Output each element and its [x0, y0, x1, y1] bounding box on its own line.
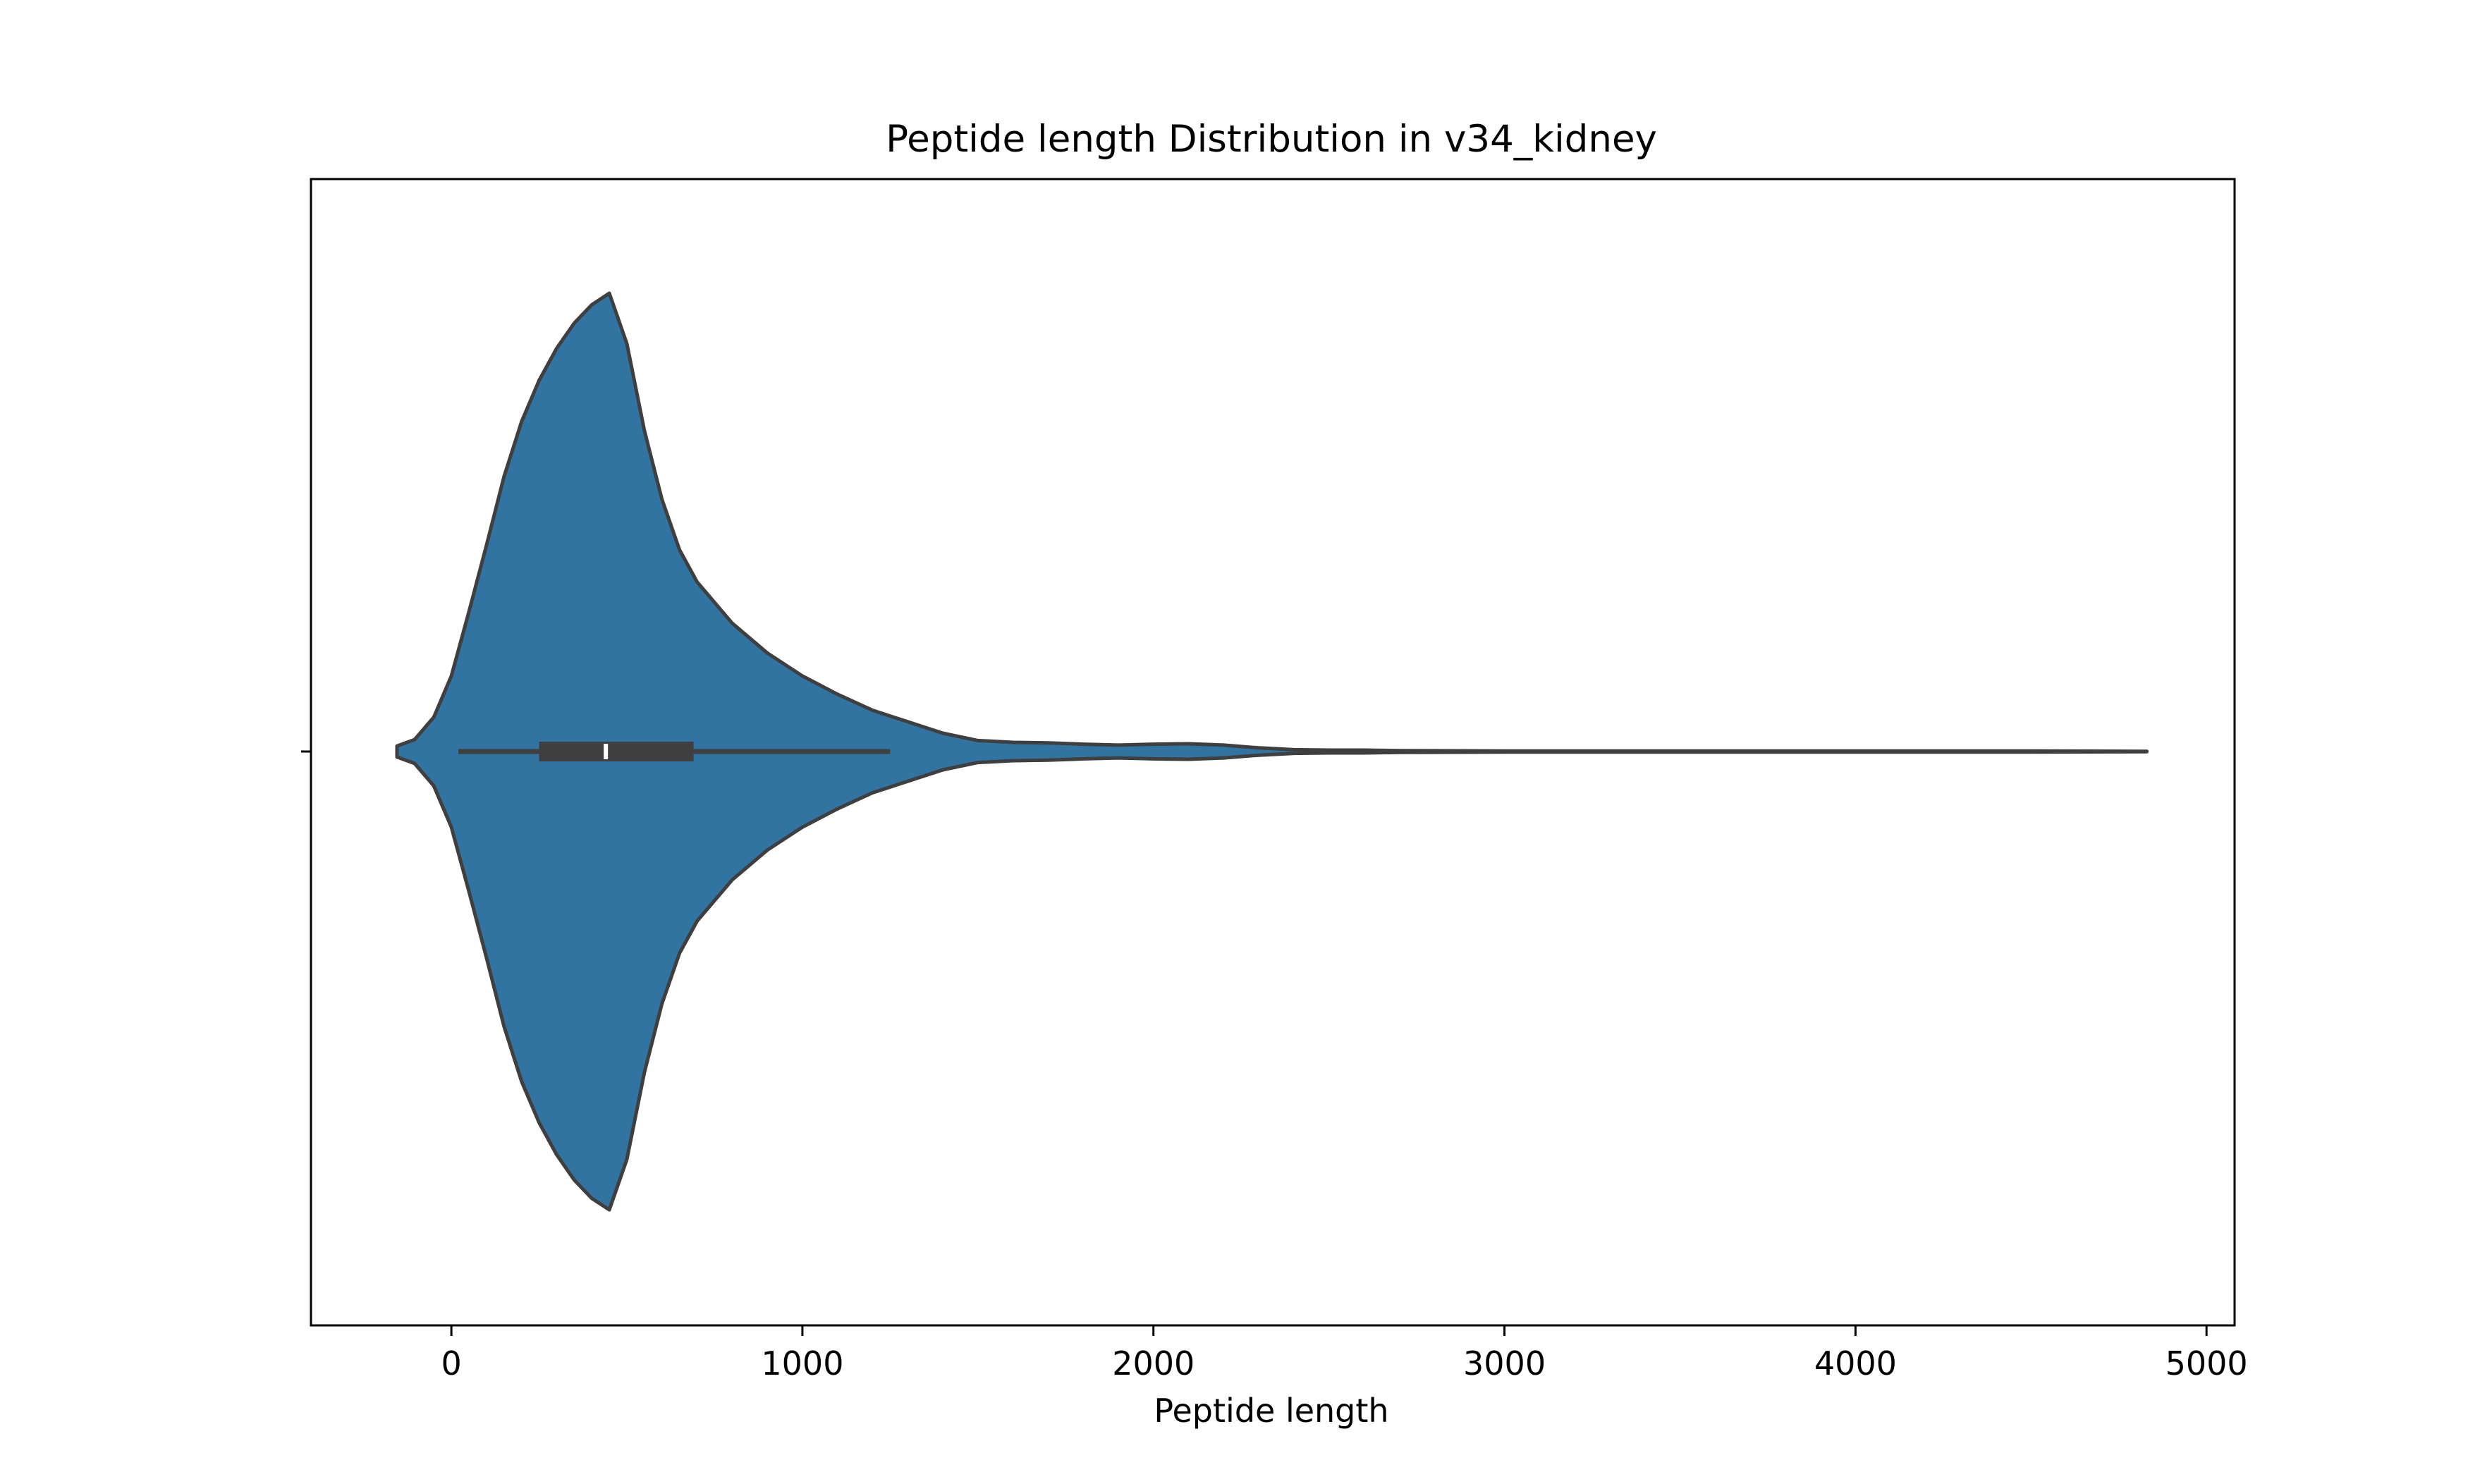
median-marker — [604, 744, 609, 759]
x-tick-label: 4000 — [1814, 1344, 1897, 1382]
x-tick-label: 0 — [441, 1344, 461, 1382]
x-axis: 0 1000 2000 3000 4000 5000 — [441, 1325, 2248, 1382]
violin-body — [395, 291, 2149, 1212]
x-tick-label: 5000 — [2165, 1344, 2248, 1382]
chart-title: Peptide length Distribution in v34_kidne… — [886, 118, 1657, 161]
x-axis-label: Peptide length — [1154, 1392, 1388, 1430]
x-tick-label: 1000 — [761, 1344, 843, 1382]
plot-area — [395, 291, 2149, 1212]
x-tick-label: 2000 — [1112, 1344, 1195, 1382]
x-tick-label: 3000 — [1463, 1344, 1546, 1382]
iqr-box — [539, 742, 694, 761]
